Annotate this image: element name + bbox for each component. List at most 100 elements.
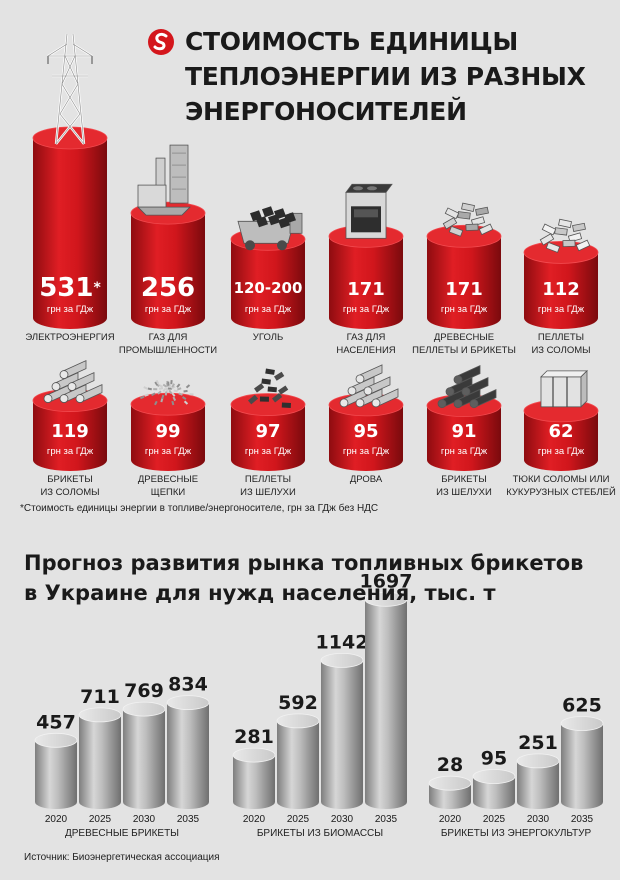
cost-unit-11: грн за ГДж [537,446,585,457]
forecast-year-0-2: 2030 [133,814,156,825]
cost-unit-1: грн за ГДж [144,304,192,315]
cost-label-line: ГАЗ ДЛЯ [346,332,386,343]
straw-pellets-icon [539,218,591,253]
cost-value-10: 91 [451,421,477,442]
cost-label-line: ЩЕПКИ [150,487,186,498]
straw-bale-icon [540,369,588,408]
cost-value-0: 531* [39,273,101,303]
cost-label-11: ТЮКИ СОЛОМЫ ИЛИ КУКУРУЗНЫХ СТЕБЛЕЙ [506,473,616,499]
forecast-year-2-0: 2020 [439,814,462,825]
cost-value-4: 171 [445,279,483,300]
forecast-year-0-1: 2025 [89,814,112,825]
forecast-title-line-2: в Украине для нужд населения, тыс. т [24,581,496,605]
forecast-year-1-3: 2035 [375,814,398,825]
cost-label-0: ЭЛЕКТРОЭНЕРГИЯ [15,331,125,344]
gas-stove-icon [345,183,393,239]
forecast-value-1-2: 1142 [316,631,369,653]
husk-briquettes-icon [437,364,497,409]
forecast-year-1-0: 2020 [243,814,266,825]
forecast-cylinder-2-3 [560,716,604,809]
forecast-year-2-3: 2035 [571,814,594,825]
forecast-group-label-2: БРИКЕТЫ ИЗ ЭНЕРГОКУЛЬТУР [440,828,592,839]
title-line-1: СТОИМОСТЬ ЕДИНИЦЫ [185,27,518,56]
cost-value-2: 120-200 [233,279,303,297]
forecast-value-2-1: 95 [481,748,507,770]
cost-label-9: ДРОВА [311,473,421,486]
forecast-cylinder-2-1 [472,769,516,809]
cost-value-6: 119 [51,421,89,442]
cost-label-8: ПЕЛЛЕТЫ ИЗ ШЕЛУХИ [213,473,323,499]
cost-unit-5: грн за ГДж [537,304,585,315]
cost-unit-3: грн за ГДж [342,304,390,315]
cost-label-line: ГАЗ ДЛЯ [148,332,188,343]
cost-label-4: ДРЕВЕСНЫЕ ПЕЛЛЕТЫ И БРИКЕТЫ [409,331,519,357]
forecast-cylinder-1-0 [232,747,276,809]
cost-label-line: НАСЕЛЕНИЯ [336,345,396,356]
forecast-value-0-2: 769 [124,680,164,702]
forecast-value-1-0: 281 [234,726,274,748]
cost-label-line: ИЗ СОЛОМЫ [531,345,591,356]
cost-unit-2: грн за ГДж [244,304,292,315]
cost-label-line: ДРОВА [349,474,383,485]
forecast-value-1-1: 592 [278,692,318,714]
forecast-cylinder-0-1 [78,707,122,809]
husk-pellets-icon [248,368,291,409]
cost-cylinder-0 [32,126,108,329]
cost-cylinder-8 [230,393,306,471]
forecast-cylinder-2-2 [516,753,560,809]
cost-unit-8: грн за ГДж [244,446,292,457]
cost-value-7: 99 [155,421,181,442]
cost-label-1: ГАЗ ДЛЯ ПРОМЫШЛЕННОСТИ [113,331,223,357]
cost-label-line: ПЕЛЛЕТЫ [537,332,585,343]
forecast-year-1-2: 2030 [331,814,354,825]
cost-label-line: ЭЛЕКТРОЭНЕРГИЯ [25,332,115,343]
cost-unit-9: грн за ГДж [342,446,390,457]
forecast-value-2-0: 28 [437,754,463,776]
cost-label-line: БРИКЕТЫ [441,474,487,485]
cost-label-line: ДРЕВЕСНЫЕ [137,474,199,485]
forecast-cylinder-0-3 [166,695,210,809]
cost-footnote-mark: * [93,280,101,296]
forecast-group-label-1: БРИКЕТЫ ИЗ БИОМАССЫ [256,828,384,839]
cost-value-11: 62 [548,421,574,442]
forecast-value-0-3: 834 [168,674,208,696]
cost-label-line: ИЗ ШЕЛУХИ [436,487,492,498]
cost-value-3: 171 [347,279,385,300]
cost-cylinder-7 [130,392,206,471]
cost-label-6: БРИКЕТЫ ИЗ СОЛОМЫ [15,473,125,499]
forecast-title-line-1: Прогноз развития рынка топливных брикето… [24,551,584,575]
forecast-title: Прогноз развития рынка топливных брикето… [24,548,604,608]
cost-label-10: БРИКЕТЫ ИЗ ШЕЛУХИ [409,473,519,499]
forecast-value-0-1: 711 [80,686,120,708]
cost-value-1: 256 [140,273,196,303]
main-title: СТОИМОСТЬ ЕДИНИЦЫ ТЕПЛОЭНЕРГИИ ИЗ РАЗНЫХ… [150,24,600,129]
forecast-year-0-3: 2035 [177,814,200,825]
cost-label-line: ПЕЛЛЕТЫ [244,474,292,485]
cost-unit-10: грн за ГДж [440,446,488,457]
cost-label-line: УГОЛЬ [252,332,284,343]
factory-icon [137,144,191,216]
forecast-cylinder-2-0 [428,775,472,809]
cost-unit-0: грн за ГДж [46,304,94,315]
cost-value-5: 112 [542,279,580,300]
forecast-year-2-2: 2030 [527,814,550,825]
cost-label-line: БРИКЕТЫ [47,474,93,485]
cost-cylinder-5 [523,241,599,329]
forecast-value-2-2: 251 [518,732,558,754]
cost-label-line: ТЮКИ СОЛОМЫ ИЛИ [512,474,610,485]
forecast-cylinder-1-1 [276,713,320,809]
forecast-value-2-3: 625 [562,695,602,717]
cost-label-line: ПРОМЫШЛЕННОСТИ [118,345,218,356]
power-pylon-icon [47,33,93,145]
cost-label-line: ПЕЛЛЕТЫ И БРИКЕТЫ [412,345,516,356]
cost-value-9: 95 [353,421,379,442]
cost-label-line: ИЗ ШЕЛУХИ [240,487,296,498]
coal-cart-icon [237,206,303,251]
forecast-group-label-0: ДРЕВЕСНЫЕ БРИКЕТЫ [64,828,180,839]
forecast-value-1-3: 1697 [360,570,413,592]
cost-unit-6: грн за ГДж [46,446,94,457]
cost-label-line: ИЗ СОЛОМЫ [40,487,100,498]
forecast-cylinder-0-0 [34,732,78,809]
